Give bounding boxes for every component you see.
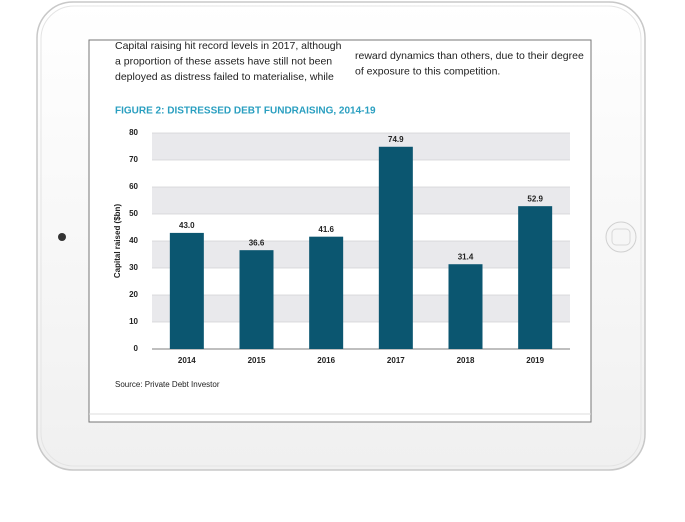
x-tick-label: 2015 [248, 356, 266, 365]
y-tick-label: 60 [129, 182, 138, 191]
bar [518, 206, 553, 349]
camera [58, 233, 66, 241]
y-tick-label: 30 [129, 263, 138, 272]
y-tick-label: 50 [129, 209, 138, 218]
grid-band [152, 187, 570, 214]
bar [169, 232, 204, 349]
grid-band [152, 295, 570, 322]
x-tick-label: 2019 [526, 356, 544, 365]
y-tick-label: 20 [129, 290, 138, 299]
home-button-icon [611, 228, 631, 246]
bar [378, 146, 413, 349]
x-tick-label: 2017 [387, 356, 405, 365]
source-note: Source: Private Debt Investor [115, 380, 220, 389]
body-text: reward dynamics than others, due to thei… [355, 50, 584, 62]
value-label: 41.6 [318, 225, 334, 234]
y-tick-label: 10 [129, 317, 138, 326]
screen [88, 39, 592, 423]
x-tick-label: 2014 [178, 356, 196, 365]
value-label: 74.9 [388, 135, 404, 144]
bar [448, 264, 483, 349]
body-text: a proportion of these assets have still … [115, 55, 332, 67]
value-label: 52.9 [527, 194, 543, 203]
home-button[interactable] [605, 221, 637, 253]
value-label: 43.0 [179, 221, 195, 230]
x-tick-label: 2016 [317, 356, 335, 365]
bar [239, 250, 274, 349]
y-tick-label: 40 [129, 236, 138, 245]
y-tick-label: 0 [134, 344, 139, 353]
body-text: Capital raising hit record levels in 201… [115, 40, 342, 52]
bar [309, 236, 344, 349]
tablet-bezel [40, 5, 642, 467]
y-tick-label: 70 [129, 155, 138, 164]
screen-content: Capital raising hit record levels in 201… [89, 40, 591, 415]
value-label: 36.6 [249, 238, 265, 247]
x-tick-label: 2018 [457, 356, 475, 365]
body-text: deployed as distress failed to materiali… [115, 71, 334, 83]
y-tick-label: 80 [129, 128, 138, 137]
body-text: of exposure to this competition. [355, 65, 500, 77]
chart-title: FIGURE 2: DISTRESSED DEBT FUNDRAISING, 2… [115, 106, 376, 117]
y-axis-label: Capital raised ($bn) [113, 204, 122, 279]
grid-band [152, 133, 570, 160]
value-label: 31.4 [458, 252, 474, 261]
grid-band [152, 241, 570, 268]
